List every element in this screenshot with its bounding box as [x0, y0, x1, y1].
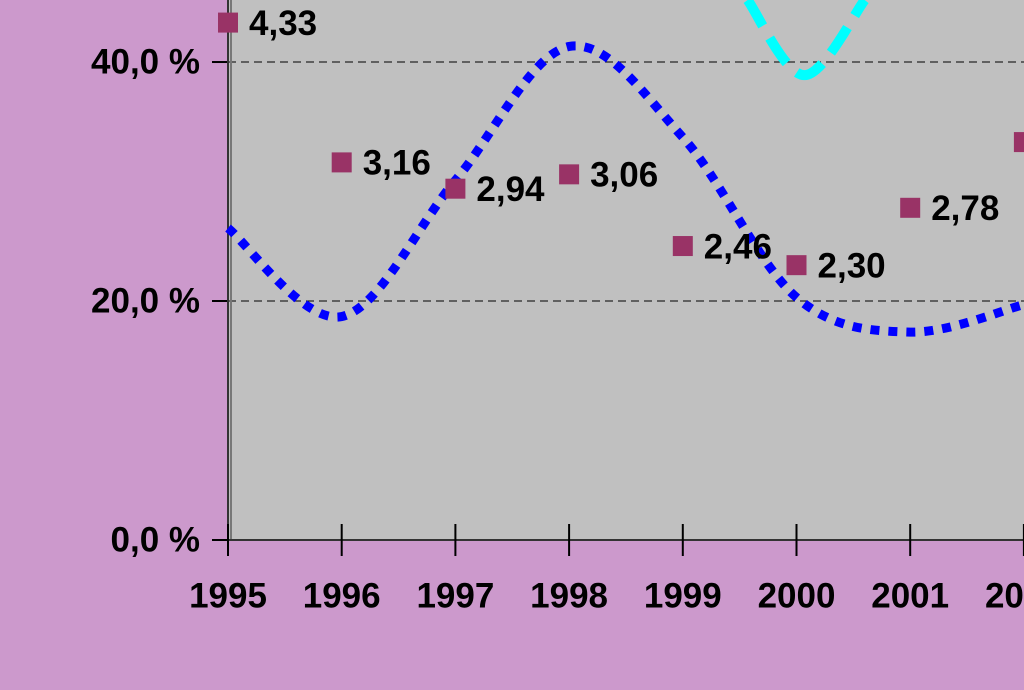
data-label: 3,06 [590, 156, 658, 195]
data-label: 2,30 [818, 246, 886, 285]
trend-line [743, 0, 869, 81]
x-tick-label: 2000 [758, 576, 836, 615]
x-tick-label: 2002 [985, 576, 1024, 615]
x-tick-label: 2001 [871, 576, 949, 615]
marker [445, 178, 466, 199]
data-label: 2,78 [931, 189, 999, 228]
x-tick-label: 1996 [303, 576, 381, 615]
x-tick-label: 1997 [416, 576, 494, 615]
marker [331, 152, 352, 173]
marker [559, 164, 580, 185]
marker [786, 255, 807, 276]
x-tick-label: 1995 [189, 576, 267, 615]
y-tick-label: 0,0 % [111, 520, 201, 559]
trend-line [225, 41, 1024, 337]
marker [900, 197, 921, 218]
y-tick-label: 40,0 % [91, 42, 200, 81]
x-tick-label: 1998 [530, 576, 608, 615]
data-label: 2,46 [704, 227, 772, 266]
data-label: 2,94 [476, 170, 545, 209]
data-label: 3,16 [363, 144, 431, 183]
y-tick-label: 20,0 % [91, 281, 200, 320]
marker [1013, 132, 1024, 153]
marker [672, 236, 693, 257]
marker [218, 12, 238, 33]
data-label: 4,33 [249, 4, 317, 43]
plot-area [228, 0, 1024, 540]
x-tick-label: 1999 [644, 576, 722, 615]
